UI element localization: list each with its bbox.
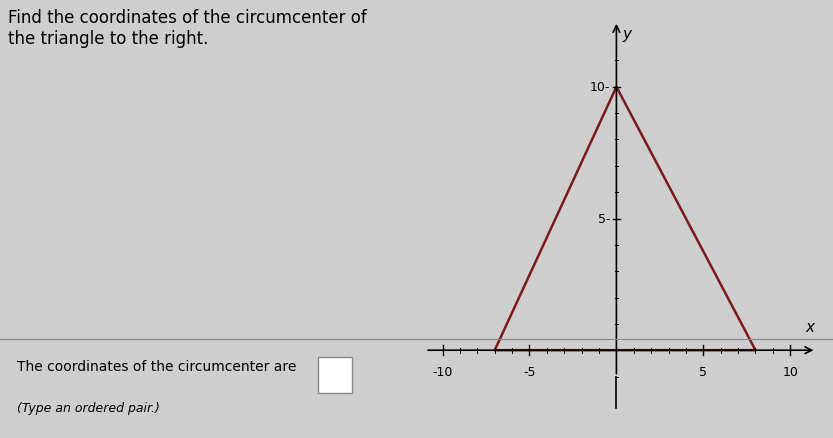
Text: The coordinates of the circumcenter are: The coordinates of the circumcenter are [17,359,297,373]
Text: 10-: 10- [590,81,611,94]
Text: (Type an ordered pair.): (Type an ordered pair.) [17,401,161,414]
Text: -5: -5 [523,365,536,378]
Text: x: x [806,320,815,335]
Text: Find the coordinates of the circumcenter of
the triangle to the right.: Find the coordinates of the circumcenter… [8,9,367,47]
FancyBboxPatch shape [317,357,352,393]
Text: -10: -10 [432,365,453,378]
Text: y: y [622,27,631,42]
Text: 5-: 5- [598,212,611,226]
Text: 5: 5 [700,365,707,378]
Text: 10: 10 [782,365,798,378]
